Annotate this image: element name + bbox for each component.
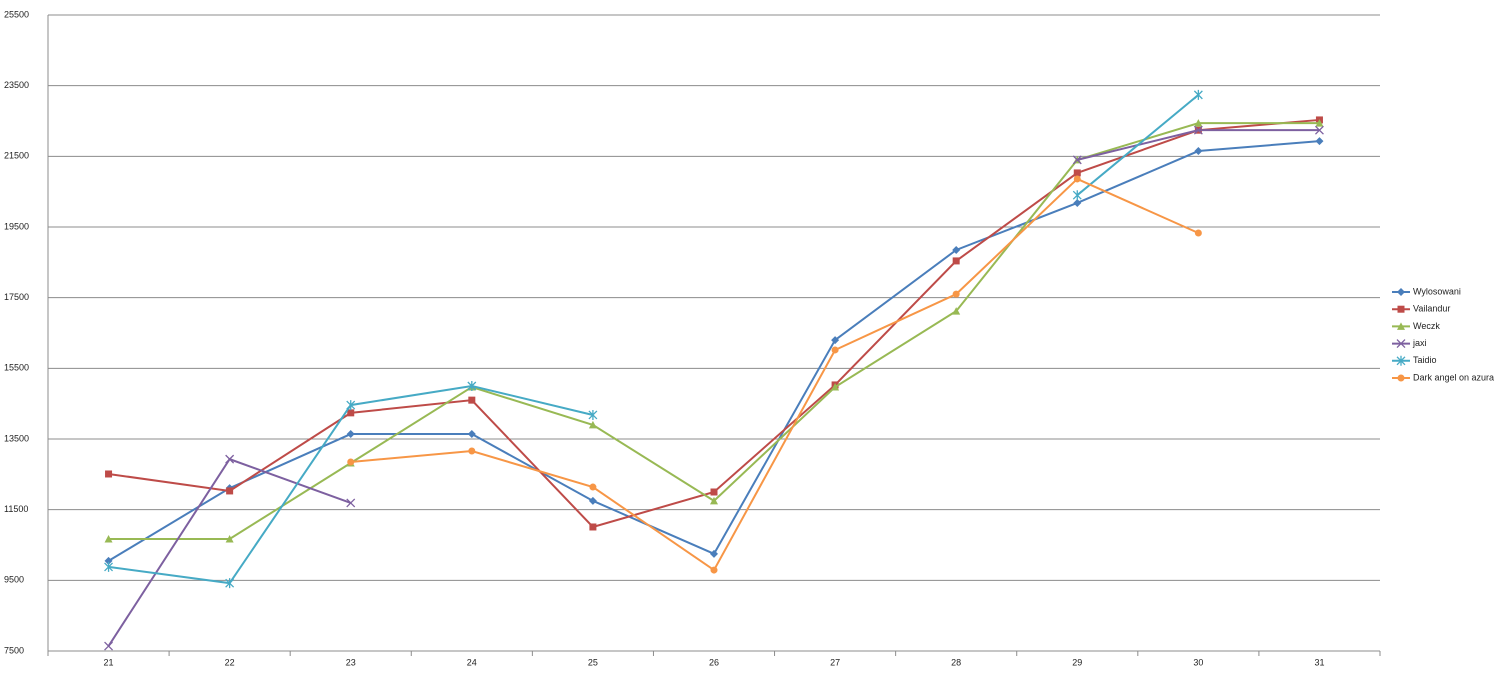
y-tick-label: 7500 — [4, 645, 24, 655]
data-point — [1193, 125, 1203, 135]
series-line — [108, 118, 1320, 529]
data-point — [710, 488, 718, 496]
x-tick-label: 30 — [1193, 657, 1203, 667]
legend-marker — [1397, 374, 1405, 382]
data-point — [710, 496, 718, 505]
data-point — [347, 409, 355, 417]
data-point — [1072, 190, 1082, 201]
data-point — [589, 523, 597, 531]
legend-label: Weczk — [1413, 321, 1440, 331]
data-point — [104, 534, 113, 543]
x-tick-label: 27 — [830, 657, 840, 667]
x-tick-label: 25 — [588, 657, 598, 667]
data-point — [346, 498, 356, 508]
data-point — [1073, 169, 1081, 177]
data-point — [952, 290, 960, 298]
data-point — [467, 381, 477, 391]
data-point — [225, 534, 234, 543]
data-point — [1194, 147, 1203, 156]
data-point — [468, 396, 476, 404]
data-point — [104, 561, 114, 572]
y-tick-label: 19500 — [4, 221, 29, 231]
data-point — [1194, 229, 1202, 237]
legend-label: Vailandur — [1413, 304, 1450, 314]
x-tick-label: 24 — [467, 657, 477, 667]
y-tick-label: 9500 — [4, 575, 24, 585]
data-point — [952, 307, 961, 315]
data-point — [467, 430, 476, 439]
x-tick-label: 23 — [346, 657, 356, 667]
x-tick-label: 26 — [709, 657, 719, 667]
legend-label: Dark angel on azura — [1413, 372, 1494, 382]
legend-marker — [1396, 355, 1406, 366]
x-tick-label: 21 — [104, 657, 114, 667]
data-point — [831, 383, 840, 391]
y-tick-label: 21500 — [4, 151, 29, 161]
legend-label: jaxi — [1412, 338, 1427, 348]
data-point — [104, 641, 114, 651]
x-tick-label: 22 — [225, 657, 235, 667]
series-line — [108, 122, 1320, 540]
y-tick-label: 23500 — [4, 80, 29, 90]
data-point — [225, 578, 235, 589]
data-point — [589, 483, 597, 491]
legend-marker — [1397, 322, 1405, 330]
data-point — [1315, 137, 1324, 146]
data-point — [1072, 155, 1082, 165]
x-tick-label: 29 — [1072, 657, 1082, 667]
data-point — [104, 556, 113, 565]
legend-marker — [1397, 288, 1405, 296]
data-point — [347, 458, 355, 466]
legend-label: Taidio — [1413, 355, 1437, 365]
y-tick-label: 15500 — [4, 363, 29, 373]
y-tick-label: 17500 — [4, 292, 29, 302]
legend-marker — [1396, 339, 1406, 349]
data-point — [710, 566, 718, 574]
data-point — [588, 496, 597, 505]
series-line — [350, 177, 1199, 572]
data-point — [831, 346, 839, 354]
data-point — [1315, 119, 1324, 127]
data-point — [1073, 175, 1081, 183]
y-tick-label: 25500 — [4, 9, 29, 19]
y-tick-label: 11500 — [4, 504, 28, 514]
data-point — [831, 336, 840, 345]
data-point — [226, 487, 234, 495]
data-point — [1193, 89, 1203, 100]
data-point — [1073, 198, 1082, 207]
data-point — [346, 400, 356, 411]
data-point — [710, 549, 718, 558]
data-point — [588, 420, 597, 429]
legend-marker — [1397, 305, 1405, 313]
data-point — [468, 447, 476, 455]
data-point — [1314, 125, 1324, 135]
data-point — [588, 409, 598, 420]
x-tick-label: 31 — [1314, 657, 1324, 667]
data-point — [225, 454, 235, 464]
data-point — [1194, 119, 1203, 127]
legend-label: Wylosowani — [1413, 286, 1461, 296]
data-point — [952, 245, 961, 254]
data-point — [346, 430, 355, 439]
data-point — [105, 470, 113, 478]
data-point — [952, 257, 960, 265]
x-tick-label: 28 — [951, 657, 961, 667]
y-tick-label: 13500 — [4, 433, 29, 443]
